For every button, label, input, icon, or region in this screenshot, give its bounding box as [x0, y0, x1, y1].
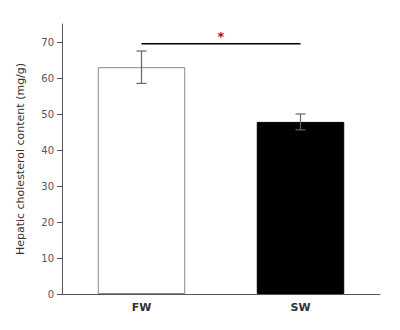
svg-text:0: 0 [48, 289, 54, 300]
svg-text:10: 10 [41, 253, 54, 264]
svg-text:FW: FW [132, 301, 152, 314]
svg-text:60: 60 [41, 73, 54, 84]
svg-text:SW: SW [290, 301, 310, 314]
svg-text:40: 40 [41, 145, 54, 156]
svg-text:70: 70 [41, 37, 54, 48]
svg-text:50: 50 [41, 109, 54, 120]
svg-text:Hepatic cholesterol content (m: Hepatic cholesterol content (mg/g) [14, 63, 27, 255]
svg-text:*: * [218, 29, 225, 44]
svg-text:30: 30 [41, 181, 54, 192]
svg-text:20: 20 [41, 217, 54, 228]
